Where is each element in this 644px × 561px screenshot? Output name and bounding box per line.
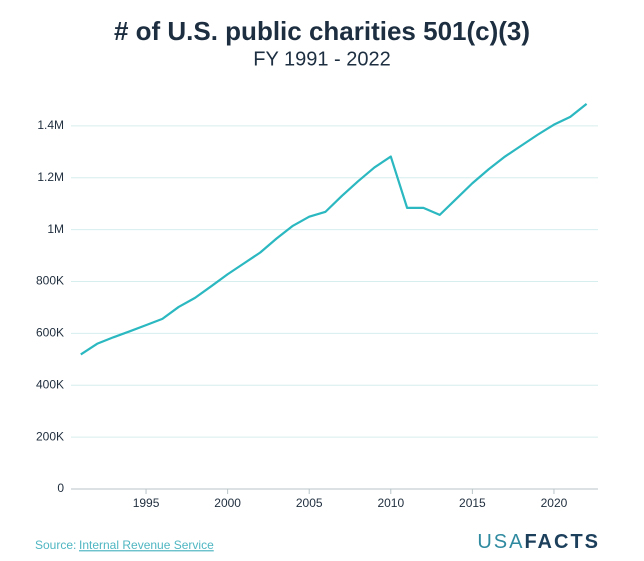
y-tick-label: 600K — [36, 326, 64, 340]
y-tick-label: 800K — [36, 274, 64, 288]
y-tick-label: 200K — [36, 429, 64, 443]
x-tick-label: 2020 — [541, 496, 568, 510]
y-tick-label: 1M — [47, 222, 64, 236]
logo-bold: FACTS — [524, 531, 600, 553]
logo-light: USA — [477, 531, 524, 553]
x-tick-label: 1995 — [133, 496, 160, 510]
x-tick-label: 2010 — [377, 496, 404, 510]
y-tick-label: 1.4M — [37, 118, 64, 132]
source-label: Source: — [35, 538, 76, 552]
source-link[interactable]: Internal Revenue Service — [79, 538, 214, 552]
x-tick-label: 2000 — [214, 496, 241, 510]
y-tick-label: 0 — [57, 481, 64, 495]
y-tick-label: 1.2M — [37, 170, 64, 184]
chart-subtitle: FY 1991 - 2022 — [253, 48, 391, 70]
line-series — [80, 103, 588, 356]
logo: USAFACTS — [477, 531, 600, 553]
chart-title: # of U.S. public charities 501(c)(3) — [114, 16, 530, 46]
marks — [80, 103, 588, 356]
y-tick-label: 400K — [36, 377, 64, 391]
grid: 0 200K 400K 600K 800K 1M 1.2M 1.4M 1995 2000 2005 2… — [36, 118, 598, 510]
x-tick-label: 2005 — [296, 496, 323, 510]
x-tick-label: 2015 — [459, 496, 486, 510]
